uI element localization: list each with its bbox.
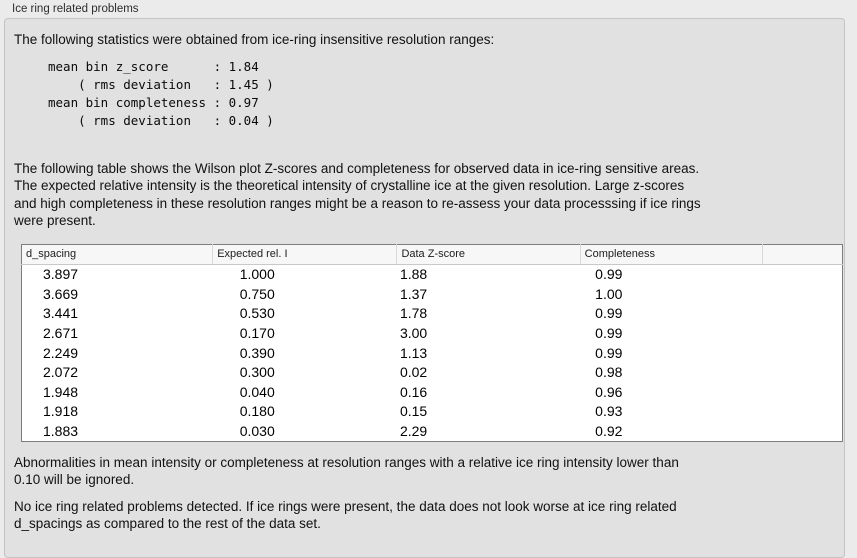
table-cell [762,362,842,382]
table-cell: 0.99 [595,266,623,283]
table-cell: 0.15 [399,403,428,420]
table-cell: 0.300 [239,364,275,381]
table-row[interactable]: 3.669 0.750 1.37 1.00 [22,284,843,304]
table-cell: 0.390 [239,344,275,361]
table-header: d_spacing Expected rel. I Data Z-score Comp… [21,244,843,265]
column-header-Data Z-score: Data Z-score [396,244,581,265]
column-header-blank [761,244,843,265]
table-cell: 0.99 [595,325,623,342]
table-cell: 2.072 [43,364,79,381]
table-row[interactable]: 1.948 0.040 0.16 0.96 [22,382,843,402]
table-cell [762,421,842,441]
table-cell [762,284,842,304]
ice-ring-report-page: { "panel": { "title": "Ice ring related … [4,3,845,558]
table-row[interactable]: 3.441 0.530 1.78 0.99 [22,304,843,324]
table-cell: 1.37 [399,285,428,302]
table-cell: 0.750 [239,285,275,302]
intro-text: The following statistics were obtained f… [14,32,495,47]
table-header-row: d_spacing Expected rel. I Data Z-score Comp… [21,244,843,265]
table-cell: 0.530 [239,305,275,322]
table-row[interactable]: 2.072 0.300 0.02 0.98 [22,362,843,382]
table-row[interactable]: 3.897 1.000 1.88 0.99 [22,264,843,284]
column-header-d_spacing: d_spacing [21,244,213,265]
table-cell: 1.918 [43,403,79,420]
table-cell [762,323,842,343]
table-cell: 1.00 [595,285,623,302]
table-cell: 2.671 [43,325,79,342]
column-header-Completeness: Completeness [579,244,763,265]
table-cell: 3.441 [43,305,79,322]
table-row[interactable]: 2.249 0.390 1.13 0.99 [22,343,843,363]
ignore-note-text: Abnormalities in mean intensity or compl… [14,454,679,488]
conclusion-text: No ice ring related problems detected. I… [14,498,677,532]
table-cell: 1.78 [399,305,428,322]
table-cell: 1.948 [43,383,79,400]
table-cell: 0.93 [595,403,623,420]
table-cell: 1.13 [399,344,428,361]
table-cell: 0.99 [595,344,623,361]
ice-ring-table: d_spacing Expected rel. I Data Z-score Comp… [21,243,843,442]
table-cell: 0.96 [595,383,623,400]
table-cell [762,402,842,422]
table-cell: 3.897 [43,266,79,283]
table-cell: 0.02 [399,364,428,381]
table-cell: 2.249 [43,344,79,361]
table-cell: 0.040 [239,383,275,400]
table-description-text: The following table shows the Wilson plo… [14,160,701,229]
table-row[interactable]: 1.918 0.180 0.15 0.93 [22,402,843,422]
table-cell: 0.16 [399,383,428,400]
table-cell: 0.180 [239,403,275,420]
table-cell: 1.883 [43,423,79,440]
table-cell: 0.030 [239,423,275,440]
table-body: 3.897 1.000 1.88 0.99 3.669 0.750 1.37 1.00 3.44… [22,264,843,441]
table-cell: 2.29 [399,423,428,440]
table-cell: 0.99 [595,305,623,322]
table-cell: 0.170 [239,325,275,342]
table-cell [762,343,842,363]
table-cell: 1.88 [399,266,428,283]
panel-title: Ice ring related problems [12,3,139,15]
table-cell: 3.669 [43,285,79,302]
ice-ring-panel: The following statistics were obtained f… [4,18,845,558]
mean-bin-stats-block: mean bin z_score : 1.84 ( rms deviation … [48,58,274,128]
column-header-Expected rel. I: Expected rel. I [212,244,397,265]
table-cell [762,264,842,284]
table-cell: 0.98 [595,364,623,381]
table-cell: 3.00 [399,325,428,342]
table-cell: 1.000 [239,266,275,283]
table-cell [762,304,842,324]
table-row[interactable]: 1.883 0.030 2.29 0.92 [22,421,843,441]
table-cell: 0.92 [595,423,623,440]
table-row[interactable]: 2.671 0.170 3.00 0.99 [22,323,843,343]
table-cell [762,382,842,402]
